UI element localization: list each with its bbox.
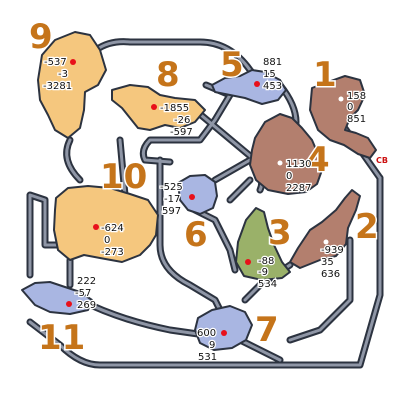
zone-8-coord-y: -26 (174, 115, 190, 126)
zone-7-coord-x: 600 (197, 328, 216, 339)
zone-5-marker (254, 81, 260, 87)
zone-8-coord-x: -1855 (160, 103, 189, 114)
zone-10-coord-x: -624 (101, 223, 124, 234)
zone-9-coord-y: -3 (58, 69, 68, 80)
zone-5-number: 5 (220, 45, 244, 85)
zone-1-coord-y: 0 (347, 102, 353, 113)
zone-11-coords: 222 -57 269 (74, 275, 98, 313)
zone-3-coord-x: -88 (258, 256, 274, 267)
zone-2-number: 2 (355, 207, 379, 247)
zone-7-coord-y: 9 (209, 340, 215, 351)
zone-8-coords: -1855 -26 -597 (159, 102, 194, 140)
zone-6-coord-z: 597 (162, 206, 181, 217)
zone-3-number: 3 (268, 213, 292, 253)
zone-6-coord-x: -525 (160, 182, 183, 193)
zone-6-coords: -525 -17 597 (159, 181, 184, 219)
zone-6-number: 6 (184, 215, 208, 255)
zone-5-coord-x: 881 (263, 57, 282, 68)
zone-3-coord-y: -9 (258, 267, 268, 278)
zone-6-marker (189, 194, 195, 200)
zone-8-marker (151, 104, 157, 110)
zone-5-coord-z: 453 (263, 81, 282, 92)
zone-3-coords: -88 -9 534 (257, 255, 279, 292)
zone-2-coord-x: -939 (321, 245, 344, 256)
zone-9-coord-z: -3281 (43, 81, 72, 92)
zone-2-coord-z: 636 (321, 269, 340, 280)
zone-1-coord-z: 851 (347, 114, 366, 125)
zone-1-marker (338, 96, 344, 102)
zone-4-coords: 1130 0 2287 (285, 158, 313, 196)
zone-2-coords: -939 35 636 (320, 244, 345, 282)
zone-11-number: 11 (38, 318, 85, 358)
zone-6-coord-y: -17 (164, 194, 180, 205)
zone-9-number: 9 (29, 17, 53, 57)
zone-5-area[interactable] (211, 69, 287, 105)
zone-4-number: 4 (306, 140, 330, 180)
zone-11-area[interactable] (21, 281, 93, 315)
zone-7-area[interactable] (194, 305, 253, 351)
zone-7-marker (221, 330, 227, 336)
zone-10-coord-z: -273 (101, 247, 124, 258)
zone-4-marker (277, 160, 283, 166)
zone-7-coords: 600 9 531 (196, 327, 219, 365)
cb-label: CB (376, 156, 388, 165)
zone-2-marker (323, 239, 329, 245)
zone-5-coord-y: 15 (263, 69, 276, 80)
zone-2-coord-y: 35 (321, 257, 334, 268)
zone-4-coord-y: 0 (286, 171, 292, 182)
zone-9-area[interactable] (37, 31, 107, 139)
zone-7-coord-z: 531 (198, 352, 217, 363)
zone-11-coord-x: 222 (77, 276, 96, 287)
zone-11-coord-y: -57 (75, 288, 91, 299)
zone-2-area[interactable] (289, 189, 361, 269)
zone-8-coord-z: -597 (170, 127, 193, 138)
zone-5-coords: 881 15 453 (262, 56, 284, 94)
zone-8-number: 8 (156, 55, 180, 95)
zone-1-area[interactable] (309, 75, 377, 159)
zone-10-coords: -624 0 -273 (100, 222, 125, 260)
zone-4-coord-z: 2287 (286, 183, 311, 194)
zone-9-marker (70, 59, 76, 65)
zone-10-area[interactable] (53, 185, 159, 263)
zone-10-number: 10 (100, 157, 147, 197)
marker-layer (66, 59, 344, 336)
zone-7-number: 7 (255, 310, 279, 350)
zone-10-marker (93, 224, 99, 230)
zone-4-area[interactable] (249, 113, 323, 195)
zone-4-coord-x: 1130 (286, 159, 311, 170)
zone-11-marker (66, 301, 72, 307)
zone-10-coord-y: 0 (104, 235, 110, 246)
zone-6-area[interactable] (177, 174, 218, 215)
zone-3-marker (245, 259, 251, 265)
zone-1-number: 1 (313, 55, 337, 95)
zone-1-coords: 158 0 851 (346, 90, 368, 127)
zone-9-coords: -537 -3 -3281 (42, 56, 74, 94)
zone-9-coord-x: -537 (44, 57, 67, 68)
zone-1-coord-x: 158 (347, 91, 366, 102)
zone-11-coord-z: 269 (77, 300, 96, 311)
zone-3-coord-z: 534 (258, 279, 277, 290)
zone-8-area[interactable] (111, 84, 206, 131)
